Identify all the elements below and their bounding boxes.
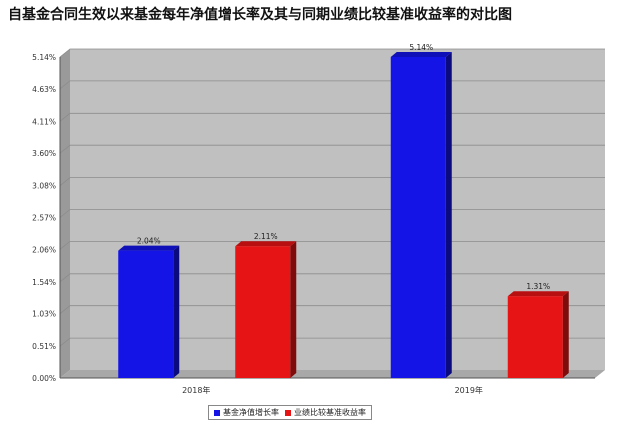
data-label: 2.04% [137, 237, 161, 246]
y-tick-label: 0.00% [32, 374, 56, 383]
legend-label-fund: 基金净值增长率 [223, 408, 279, 417]
legend-swatch-fund [214, 409, 220, 416]
y-tick-label: 3.08% [32, 182, 56, 191]
chart-legend: 基金净值增长率 业绩比较基准收益率 [208, 405, 372, 420]
bar-top [235, 241, 297, 247]
plot-floor [60, 370, 605, 378]
y-tick-label: 2.57% [32, 214, 56, 223]
y-tick-label: 3.60% [32, 149, 56, 158]
y-tick-label: 0.51% [32, 342, 56, 351]
bar [507, 296, 563, 378]
x-tick-label: 2018年 [182, 385, 210, 395]
data-label: 5.14% [409, 43, 433, 52]
y-tick-label: 2.06% [32, 245, 56, 254]
legend-label-benchmark: 业绩比较基准收益率 [294, 408, 366, 417]
legend-swatch-benchmark [285, 409, 291, 416]
y-tick-label: 1.54% [32, 278, 56, 287]
legend-item-benchmark: 业绩比较基准收益率 [285, 407, 366, 418]
x-tick-label: 2019年 [455, 385, 483, 395]
bar [390, 57, 446, 378]
y-tick-label: 5.14% [32, 53, 56, 62]
data-label: 2.11% [254, 232, 278, 241]
chart-title: 自基金合同生效以来基金每年净值增长率及其与同期业绩比较基准收益率的对比图 [8, 7, 512, 23]
bar [118, 250, 174, 378]
bar-top [118, 245, 180, 251]
bar-side [290, 241, 297, 378]
bar-side [445, 52, 452, 378]
bar-top [507, 291, 569, 297]
data-label: 1.31% [526, 282, 550, 291]
legend-item-fund: 基金净值增长率 [214, 407, 279, 418]
bar-top [390, 52, 452, 57]
y-tick-label: 4.63% [32, 85, 56, 94]
bar [235, 246, 291, 378]
y-tick-label: 4.11% [32, 117, 56, 126]
bar-side [173, 245, 180, 378]
y-tick-label: 1.03% [32, 310, 56, 319]
y-gridline [59, 48, 605, 58]
bar-side [562, 291, 569, 378]
